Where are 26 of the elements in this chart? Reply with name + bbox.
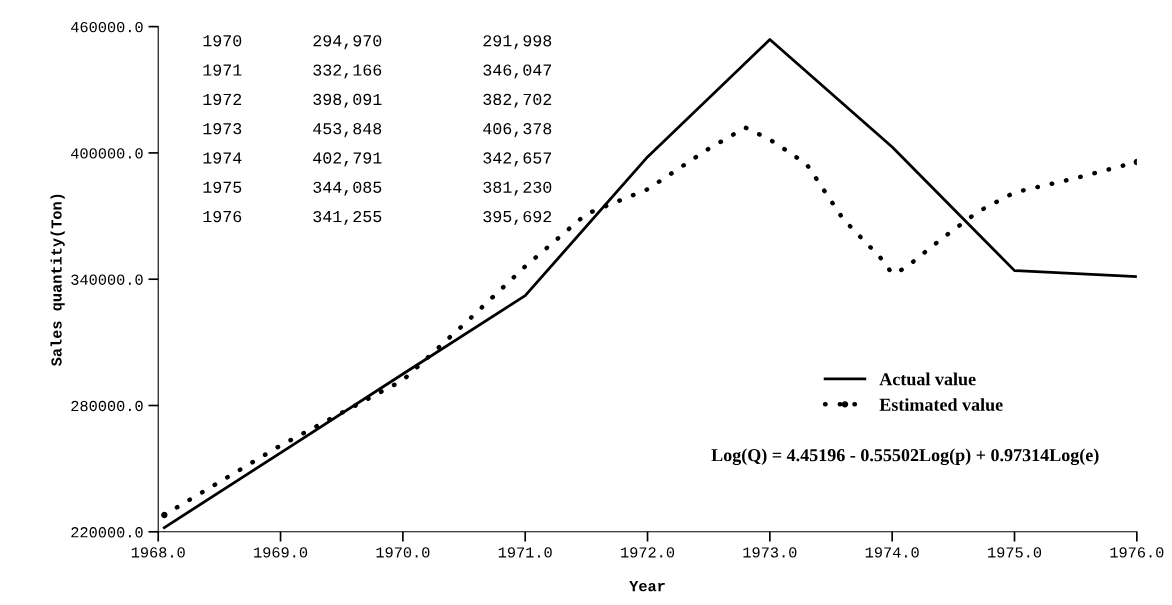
y-axis-title: Sales quantity(Ton): [50, 194, 65, 367]
annotation: Log(Q) = 4.45196 - 0.55502Log(p) + 0.97314Log(e): [711, 448, 1099, 466]
legend-label: Estimated value: [879, 398, 1003, 411]
legend-label: Actual value: [879, 372, 976, 386]
annotation: 1976 341,255 395,692: [203, 210, 552, 226]
y-tick-label: 340000.0: [71, 274, 143, 285]
x-tick-label: 1974.0: [865, 547, 919, 558]
x-tick-label: 1971.0: [498, 547, 552, 558]
y-tick-label: 220000.0: [71, 527, 143, 538]
annotation: 1973 453,848 406,378: [203, 123, 552, 138]
x-tick-label: 1968.0: [131, 547, 185, 558]
annotation: 1972 398,091 382,702: [203, 93, 552, 108]
y-tick-label: 460000.0: [71, 21, 143, 33]
x-axis-title: Year: [629, 581, 665, 592]
x-tick-label: 1973.0: [743, 547, 797, 558]
annotation: 1975 344,085 381,230: [203, 181, 552, 196]
x-tick-label: 1969.0: [254, 547, 308, 558]
x-tick-label: 1976.0: [1110, 547, 1164, 558]
annotation: 1974 402,791 342,657: [203, 152, 552, 167]
annotation: 1971 332,166 346,047: [203, 64, 552, 79]
y-tick-label: 280000.0: [71, 400, 143, 412]
annotation: 1970 294,970 291,998: [203, 35, 552, 50]
x-tick-label: 1975.0: [988, 547, 1042, 558]
x-tick-label: 1972.0: [621, 547, 675, 558]
x-tick-label: 1970.0: [376, 547, 430, 558]
y-tick-label: 400000.0: [71, 148, 143, 159]
